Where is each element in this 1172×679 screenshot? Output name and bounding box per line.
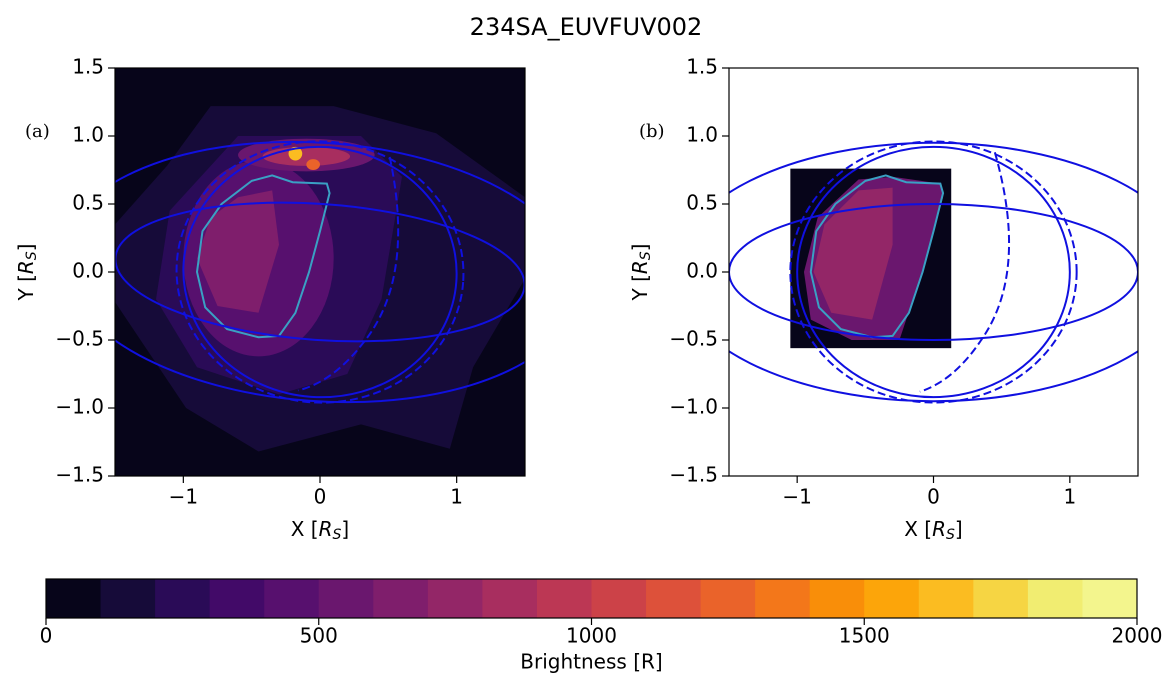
colorbar-bin [100,579,156,618]
x-tick-label: 0 [927,485,940,509]
colorbar-bin [1027,579,1083,618]
colorbar-bin [973,579,1029,618]
geometry-overlay [729,140,1138,404]
y-tick-label: 0.0 [686,259,718,283]
colorbar-bin [318,579,374,618]
colorbar-bin [264,579,320,618]
terminator [919,152,1011,393]
panel-label: (b) [639,121,665,142]
y-tick-label: 1.0 [686,123,718,147]
y-tick-label: 0.0 [72,259,104,283]
x-axis-label: X [RS] [904,517,962,544]
y-tick-label: −1.5 [55,463,104,487]
y-tick-label: −0.5 [669,327,718,351]
x-tick-label: 1 [450,485,463,509]
planet-limb [796,145,1071,399]
panel-label: (a) [25,121,50,142]
x-axis-label: X [RS] [291,517,349,544]
field-region [197,190,279,313]
y-tick-label: 1.5 [686,55,718,79]
colorbar-bin [536,579,592,618]
terminator [297,156,400,392]
x-tick-label: −1 [782,485,811,509]
planet-limb [182,145,458,399]
ring-inner [729,203,1138,341]
colorbar-bin [864,579,920,618]
plot-area [115,68,525,476]
y-axis-label: Y [RS] [14,244,41,302]
field-region [813,187,893,320]
figure-title: 234SA_EUVFUV002 [470,13,703,41]
colorbar-bin [155,579,211,618]
x-tick-label: −1 [169,485,198,509]
y-tick-label: 1.5 [72,55,104,79]
colorbar-bin [1082,579,1138,618]
colorbar-bin [918,579,974,618]
colorbar-bin [482,579,538,618]
field-region [288,146,303,161]
colorbar-tick-label: 1500 [839,624,890,648]
limb-contour [809,174,945,339]
y-tick-label: −1.5 [669,463,718,487]
y-tick-label: 0.5 [72,191,104,215]
colorbar-bin [646,579,702,618]
planet-limb-dashed [789,140,1078,404]
y-tick-label: 0.5 [686,191,718,215]
colorbar-tick-label: 2000 [1112,624,1163,648]
plot-area [729,140,1138,404]
colorbar-tick-label: 1000 [566,624,617,648]
y-tick-label: −1.0 [55,395,104,419]
y-tick-label: −1.0 [669,395,718,419]
colorbar-tick-label: 0 [40,624,53,648]
limb-contour [195,174,331,339]
colorbar-bin [209,579,265,618]
ring-outer [729,141,1138,403]
x-tick-label: 0 [314,485,327,509]
y-tick-label: 1.0 [72,123,104,147]
colorbar-bin [591,579,647,618]
y-tick-label: −0.5 [55,327,104,351]
colorbar-label: Brightness [R] [520,650,662,674]
colorbar-bin [46,579,102,618]
ring-outer [115,140,525,404]
field-region [262,146,351,166]
colorbar-tick-label: 500 [300,624,338,648]
colorbar-bin [755,579,811,618]
x-tick-label: 1 [1063,485,1076,509]
colorbar-bin [700,579,756,618]
colorbar-bin [809,579,865,618]
y-axis-label: Y [RS] [628,244,655,302]
planet-limb-dashed [175,140,465,404]
field-region [306,159,320,170]
colorbar-bin [427,579,483,618]
colorbar-bin [373,579,429,618]
